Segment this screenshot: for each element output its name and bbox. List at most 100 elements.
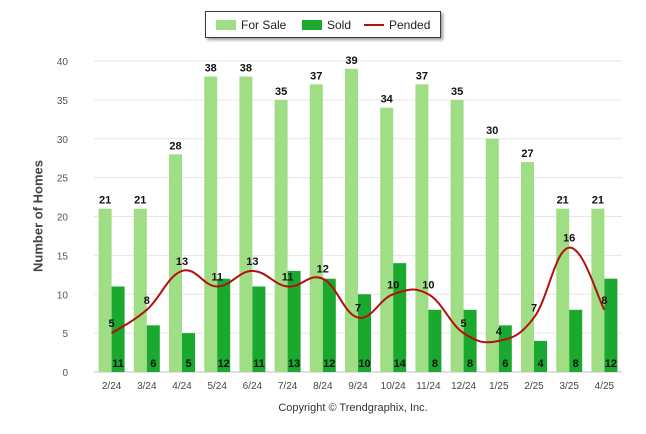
data-label-for-sale: 21 (134, 195, 146, 207)
y-tick-label: 10 (57, 290, 69, 301)
data-label-sold: 8 (467, 358, 473, 370)
data-label-pended: 12 (317, 264, 329, 276)
legend-label-sold[interactable]: Sold (327, 18, 352, 32)
x-tick-label: 3/24 (137, 381, 157, 392)
data-label-pended: 11 (211, 271, 223, 283)
data-label-pended: 13 (176, 256, 188, 268)
data-label-for-sale: 28 (169, 140, 181, 152)
data-label-for-sale: 34 (381, 94, 394, 106)
x-tick-label: 9/24 (348, 381, 368, 392)
x-tick-label: 3/25 (559, 381, 579, 392)
data-label-for-sale: 21 (592, 195, 604, 207)
y-tick-label: 0 (62, 368, 68, 379)
data-label-for-sale: 35 (451, 86, 463, 98)
data-label-for-sale: 30 (486, 125, 498, 137)
data-label-for-sale: 35 (275, 86, 287, 98)
data-label-sold: 8 (432, 358, 438, 370)
data-label-pended: 8 (144, 295, 150, 307)
x-tick-label: 6/24 (243, 381, 263, 392)
bar-sold (146, 325, 160, 372)
copyright-text: Copyright © Trendgraphix, Inc. (278, 402, 428, 414)
bar-for-sale (415, 84, 429, 372)
data-label-pended: 10 (422, 279, 434, 291)
data-label-pended: 10 (387, 279, 399, 291)
x-tick-label: 11/24 (416, 381, 441, 392)
bar-sold (182, 333, 195, 372)
bar-sold (358, 294, 371, 372)
data-label-for-sale: 38 (240, 63, 252, 75)
bar-sold (428, 309, 442, 372)
legend-swatch-sold (302, 20, 322, 30)
data-label-sold: 6 (502, 358, 508, 370)
data-label-sold: 12 (218, 358, 230, 370)
bar-for-sale (309, 84, 323, 372)
bar-for-sale (274, 99, 288, 372)
x-tick-label: 12/24 (451, 381, 476, 392)
bar-for-sale (98, 208, 112, 372)
data-label-pended: 7 (531, 303, 537, 315)
y-tick-label: 15 (57, 251, 69, 262)
bar-sold (287, 270, 301, 372)
y-tick-label: 20 (57, 213, 69, 224)
data-label-sold: 13 (288, 358, 300, 370)
data-label-sold: 12 (323, 358, 335, 370)
data-label-sold: 11 (112, 358, 124, 370)
data-label-for-sale: 38 (205, 63, 217, 75)
legend-label-for-sale[interactable]: For Sale (241, 18, 287, 32)
bar-for-sale (521, 162, 534, 372)
bar-sold (463, 309, 477, 372)
bar-sold (534, 340, 547, 372)
line-pended (111, 246, 606, 344)
data-label-pended: 8 (601, 295, 607, 307)
bar-for-sale (380, 107, 394, 373)
data-label-for-sale: 37 (416, 70, 428, 82)
bar-for-sale (485, 138, 499, 372)
bar-for-sale (204, 76, 218, 373)
data-label-for-sale: 27 (521, 148, 533, 160)
y-tick-label: 40 (57, 57, 69, 68)
y-axis-label: Number of Homes (30, 160, 46, 272)
data-label-for-sale: 39 (345, 55, 357, 67)
x-tick-label: 2/25 (524, 381, 544, 392)
data-label-pended: 11 (282, 271, 294, 283)
data-label-pended: 16 (563, 233, 575, 245)
data-label-pended: 4 (496, 326, 503, 338)
data-label-pended: 13 (246, 256, 258, 268)
bar-sold (498, 325, 512, 372)
data-label-sold: 4 (537, 358, 544, 370)
x-tick-label: 5/24 (207, 381, 227, 392)
data-label-sold: 5 (185, 358, 191, 370)
bar-for-sale (133, 208, 147, 372)
data-label-pended: 5 (109, 318, 115, 330)
bar-for-sale (169, 154, 182, 372)
bar-sold (569, 309, 583, 372)
data-label-sold: 12 (605, 358, 617, 370)
data-label-pended: 5 (461, 318, 467, 330)
bar-sold (252, 286, 266, 372)
data-label-for-sale: 21 (557, 195, 569, 207)
legend-swatch-for-sale (216, 20, 236, 30)
x-tick-label: 7/24 (278, 381, 298, 392)
data-label-sold: 6 (150, 358, 156, 370)
x-tick-label: 8/24 (313, 381, 333, 392)
x-tick-label: 2/24 (102, 381, 122, 392)
x-tick-label: 4/25 (595, 381, 615, 392)
bar-sold (604, 278, 618, 372)
legend-swatch-pended (364, 24, 384, 26)
bar-for-sale (345, 68, 358, 373)
data-label-for-sale: 21 (99, 195, 111, 207)
data-label-sold: 8 (573, 358, 579, 370)
bar-sold (217, 278, 231, 372)
data-label-sold: 14 (394, 358, 407, 370)
bar-for-sale (239, 76, 253, 373)
x-tick-label: 10/24 (381, 381, 406, 392)
y-tick-label: 25 (57, 174, 69, 185)
legend: For Sale Sold Pended (205, 11, 441, 38)
bar-sold (322, 278, 336, 372)
y-tick-label: 5 (62, 329, 68, 340)
legend-label-pended[interactable]: Pended (389, 18, 431, 32)
data-label-sold: 11 (253, 358, 265, 370)
x-tick-label: 4/24 (172, 381, 192, 392)
data-label-sold: 10 (358, 358, 370, 370)
